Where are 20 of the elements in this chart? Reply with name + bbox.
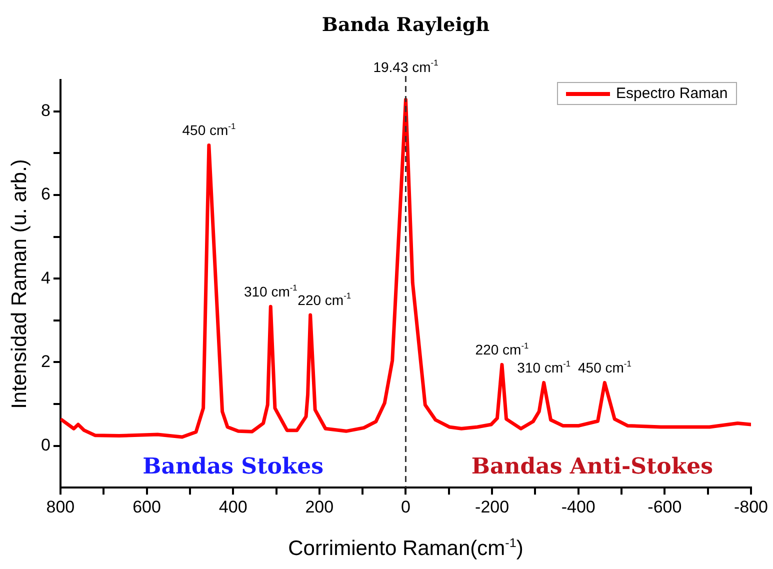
- y-tick-label: 4: [40, 268, 50, 288]
- x-tick-label: 0: [400, 497, 410, 516]
- y-tick-label: 2: [40, 352, 50, 371]
- legend-label: Espectro Raman: [616, 85, 728, 102]
- chart-title: Banda Rayleigh: [322, 14, 490, 36]
- x-tick-label: 600: [132, 497, 161, 516]
- x-tick-label: 400: [218, 497, 248, 516]
- annotation: Bandas Stokes: [142, 454, 324, 480]
- x-tick-label: -200: [475, 497, 510, 516]
- x-tick-label: 200: [305, 497, 334, 516]
- x-tick-label: 800: [46, 497, 75, 516]
- x-tick-label: -600: [648, 497, 682, 516]
- y-tick-label: 8: [40, 101, 50, 120]
- x-tick-label: -800: [734, 497, 768, 516]
- y-tick-label: 6: [40, 184, 50, 204]
- x-axis-title: Corrimiento Raman(cm$^{-1}$): [288, 536, 524, 561]
- annotation: Bandas Anti-Stokes: [471, 454, 713, 480]
- x-tick-label: -400: [561, 497, 596, 516]
- y-axis-title: Intensidad Raman (u. arb.): [8, 158, 32, 409]
- y-tick-label: 0: [40, 435, 50, 454]
